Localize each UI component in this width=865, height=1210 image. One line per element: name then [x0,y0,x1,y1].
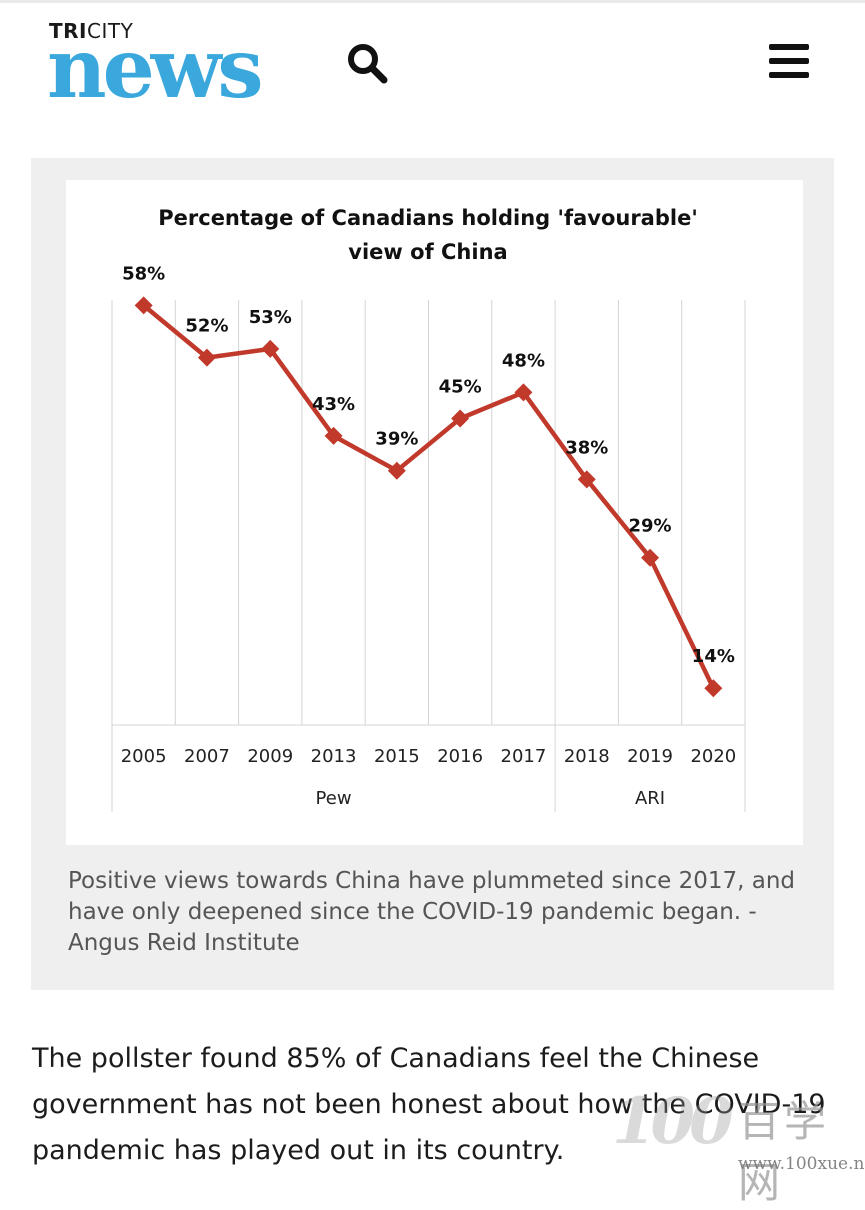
data-label: 53% [249,307,292,328]
data-label: 29% [629,516,672,537]
search-button[interactable] [344,40,390,86]
x-tick-label: 2019 [627,746,673,767]
tricity-news-logo[interactable]: TRICITY news [47,18,307,114]
search-icon [348,44,388,84]
x-tick-label: 2018 [564,746,610,767]
group-label: ARI [635,788,665,809]
chart-image: Percentage of Canadians holding 'favoura… [66,180,803,845]
data-label: 58% [122,263,165,284]
data-label: 45% [439,377,482,398]
data-label: 39% [375,429,418,450]
figure-caption: Positive views towards China have plumme… [68,868,796,956]
data-point-marker [577,470,596,489]
menu-button[interactable] [769,44,811,80]
hamburger-bar [769,72,809,78]
logo-main-text: news [47,21,264,117]
group-label: Pew [316,788,352,809]
x-tick-label: 2007 [184,746,230,767]
hamburger-bar [769,58,809,64]
chart-title-line: view of China [348,240,507,264]
data-point-marker [451,409,470,428]
x-tick-label: 2013 [311,746,357,767]
chart-title-line: Percentage of Canadians holding 'favoura… [158,206,698,230]
data-label: 38% [565,437,608,458]
data-label: 43% [312,394,355,415]
data-label: 52% [185,316,228,337]
data-point-marker [387,461,406,480]
top-border [0,0,865,3]
logo-top-text: TRICITY [49,19,134,43]
hamburger-menu-icon [769,44,809,50]
data-point-marker [197,348,216,367]
data-point-marker [514,383,533,402]
data-point-marker [704,679,723,698]
favourable-view-line-chart: Percentage of Canadians holding 'favoura… [111,206,746,812]
x-tick-label: 2005 [121,746,167,767]
data-point-marker [134,296,153,315]
x-tick-label: 2015 [374,746,420,767]
data-label: 48% [502,350,545,371]
article-paragraph: The pollster found 85% of Canadians feel… [32,1043,826,1166]
series-line [142,303,716,690]
data-point-marker [641,548,660,567]
x-tick-label: 2016 [437,746,483,767]
x-tick-label: 2009 [247,746,293,767]
article-figure: Percentage of Canadians holding 'favoura… [31,158,834,990]
x-tick-label: 2020 [690,746,736,767]
data-point-marker [324,426,343,445]
data-label: 14% [692,646,735,667]
x-tick-label: 2017 [501,746,547,767]
data-point-marker [261,339,280,358]
